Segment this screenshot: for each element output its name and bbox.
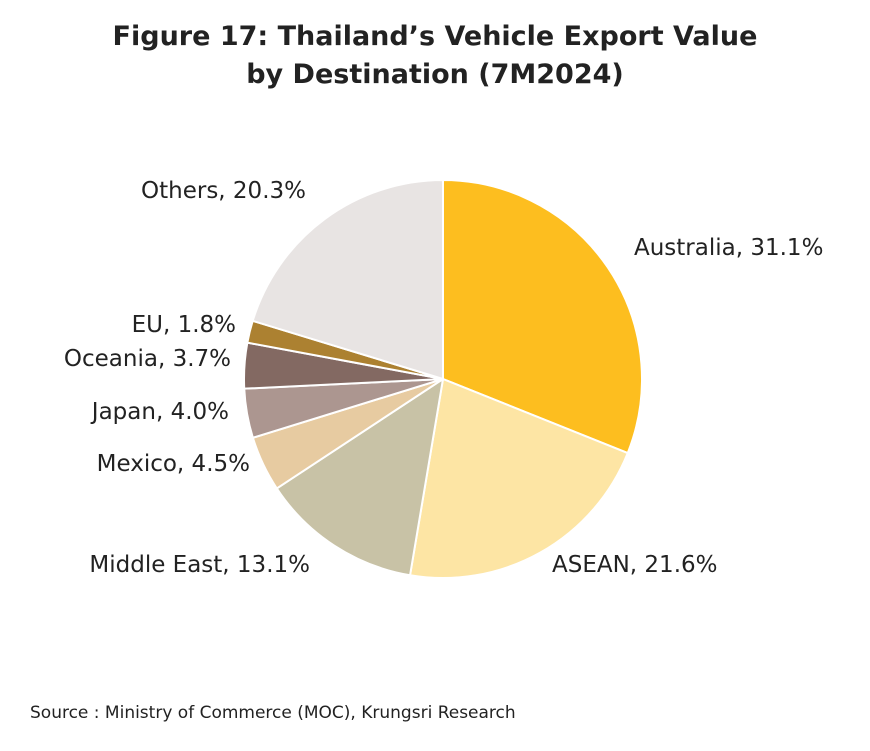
pie-slices [243,179,643,579]
slice-label-others: Others, 20.3% [141,178,306,204]
pie-labels: Australia, 31.1% ASEAN, 21.6% Middle East,… [64,178,824,578]
slice-label-australia: Australia, 31.1% [634,235,823,261]
chart-title-line-2: by Destination (7M2024) [246,59,624,90]
pie-slice-middle-east [275,378,444,577]
slice-label-oceania: Oceania, 3.7% [64,346,231,372]
pie-slice-australia [442,179,643,455]
pie-slice-others [251,179,444,380]
chart-title: Figure 17: Thailand’s Vehicle Export Val… [0,18,870,94]
chart-title-line-1: Figure 17: Thailand’s Vehicle Export Val… [112,21,758,52]
slice-label-japan: Japan, 4.0% [90,399,229,425]
source-note: Source : Ministry of Commerce (MOC), Kru… [30,703,516,723]
slice-label-mexico: Mexico, 4.5% [97,451,250,477]
slice-label-asean: ASEAN, 21.6% [552,552,718,578]
slice-label-eu: EU, 1.8% [132,312,236,338]
pie-slice-asean [409,378,629,579]
slice-label-middle-east: Middle East, 13.1% [89,552,310,578]
